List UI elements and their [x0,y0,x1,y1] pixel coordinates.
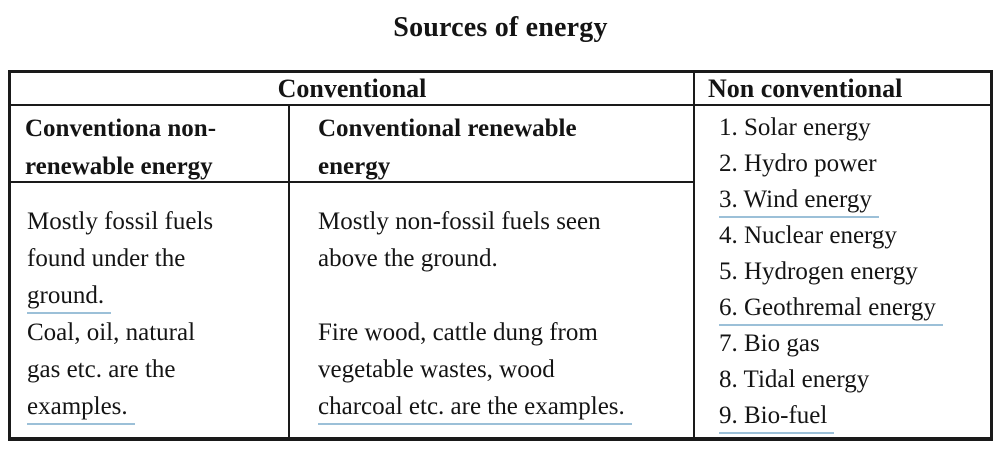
list-item: 1. Solar energy [719,114,871,141]
body-line: gas etc. are the [27,356,176,383]
body-line: found under the [27,245,186,272]
body-line: Mostly fossil fuels [27,208,214,235]
subheader-line: Conventional renewable [318,115,577,142]
header-label-conventional: Conventional [277,73,427,103]
body-cell-renewable: Mostly non-fossil fuels seen above the g… [290,183,695,437]
body-cell-non-renewable: Mostly fossil fuels found under the grou… [11,183,290,437]
body-line: examples. [27,388,282,425]
subheader-line: Conventiona non- [25,115,217,142]
body-line: ground. [27,277,282,314]
subheader-cell-renewable: Conventional renewable energy [290,106,695,183]
list-item: 9. Bio-fuel [719,398,986,434]
underlined-text: 9. Bio-fuel [719,401,835,434]
body-line-blank [318,277,687,314]
header-cell-non-conventional: Non conventional [695,73,990,106]
sources-of-energy-table: Conventional Non conventional Convention… [8,70,993,441]
list-item: 5. Hydrogen energy [719,258,918,285]
underlined-text: examples. [27,392,135,425]
subheader-line: energy [318,153,391,180]
page-title: Sources of energy [393,12,608,43]
list-item: 2. Hydro power [719,150,877,177]
list-item: 6. Geothremal energy [719,290,986,326]
underlined-text: charcoal etc. are the examples. [318,392,632,425]
list-item: 4. Nuclear energy [719,222,897,249]
body-line: above the ground. [318,245,498,272]
body-cell-non-conventional-list: 1. Solar energy 2. Hydro power 3. Wind e… [695,106,990,437]
underlined-text: 3. Wind energy [719,185,879,218]
underlined-text: 6. Geothremal energy [719,293,943,326]
list-item: 3. Wind energy [719,182,986,218]
header-cell-conventional: Conventional [11,73,695,106]
subheader-line: renewable energy [25,153,213,180]
header-label-non-conventional: Non conventional [708,73,903,103]
subheader-cell-non-renewable: Conventiona non- renewable energy [11,106,290,183]
list-item: 7. Bio gas [719,330,820,357]
body-line: Fire wood, cattle dung from [318,319,598,346]
body-line: charcoal etc. are the examples. [318,388,687,425]
list-item: 8. Tidal energy [719,366,870,393]
body-line: vegetable wastes, wood [318,356,555,383]
body-line: Coal, oil, natural [27,319,196,346]
underlined-text: ground. [27,281,112,314]
body-line: Mostly non-fossil fuels seen [318,208,601,235]
